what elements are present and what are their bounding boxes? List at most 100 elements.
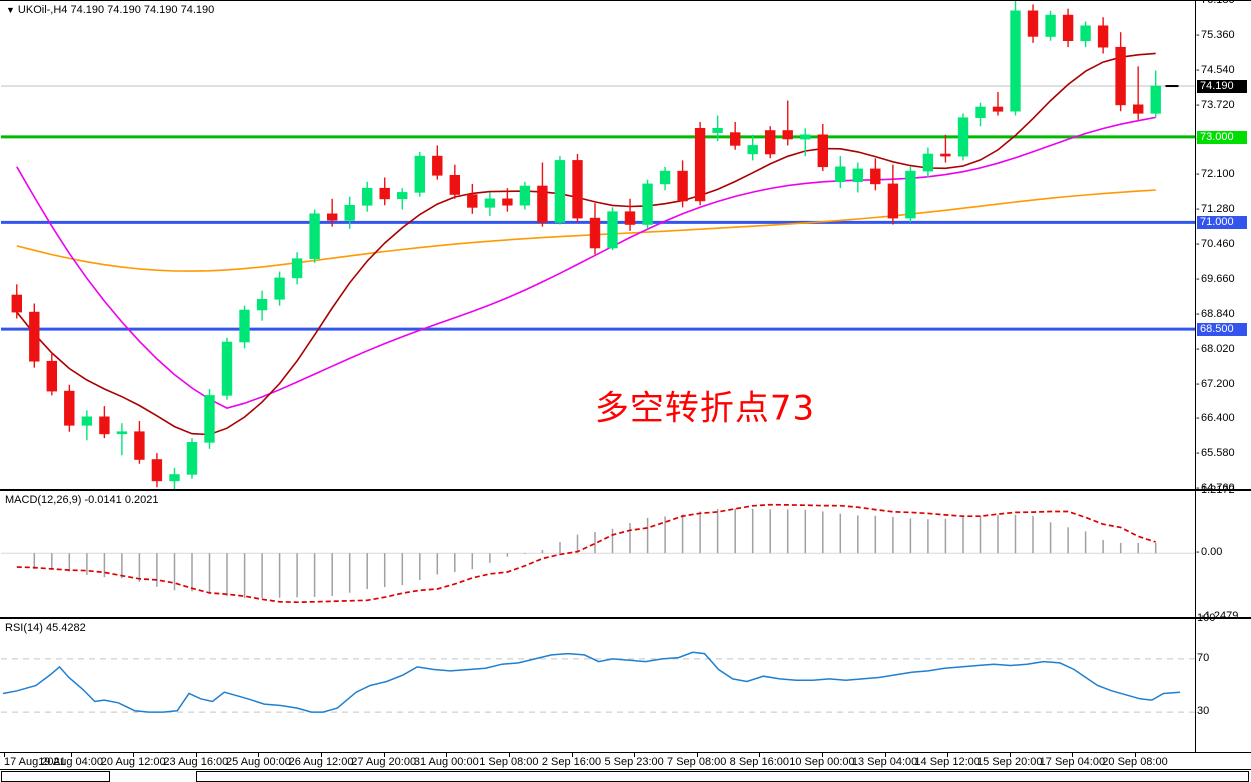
- candle[interactable]: [186, 438, 198, 479]
- candle[interactable]: [835, 156, 846, 189]
- candle[interactable]: [484, 192, 496, 216]
- candle[interactable]: [537, 162, 548, 227]
- scrollbar-thumb[interactable]: [1, 771, 110, 782]
- candle[interactable]: [169, 468, 180, 489]
- rsi-plot-area[interactable]: [1, 619, 1196, 752]
- time-axis-tick: [1072, 753, 1074, 757]
- candle[interactable]: [957, 113, 969, 161]
- candle[interactable]: [589, 203, 601, 255]
- candle[interactable]: [467, 183, 478, 214]
- rsi-title: RSI(14) 45.4282: [5, 622, 86, 634]
- candle[interactable]: [29, 303, 40, 368]
- macd-plot-area[interactable]: [1, 491, 1196, 617]
- candle[interactable]: [256, 290, 268, 321]
- candle[interactable]: [502, 188, 513, 212]
- candle[interactable]: [519, 181, 531, 210]
- candle-body: [116, 431, 128, 435]
- candle-body: [922, 153, 934, 172]
- candle[interactable]: [274, 271, 285, 306]
- candle[interactable]: [659, 166, 671, 191]
- candle[interactable]: [239, 305, 250, 349]
- current-price-tag[interactable]: 74.190: [1197, 80, 1247, 94]
- candle-body: [344, 205, 355, 221]
- candle[interactable]: [870, 158, 881, 191]
- candle-body: [449, 175, 460, 195]
- candle[interactable]: [887, 164, 899, 225]
- rsi-panel[interactable]: RSI(14) 45.4282 100 70 30: [0, 613, 1251, 753]
- candle[interactable]: [116, 423, 128, 456]
- candle[interactable]: [432, 145, 443, 180]
- candle[interactable]: [852, 162, 864, 193]
- candle[interactable]: [572, 153, 583, 223]
- candle[interactable]: [11, 284, 22, 319]
- macd-axis[interactable]: 1.2172 -0.00 -1.2479: [1195, 485, 1250, 622]
- time-axis-tick: [884, 753, 886, 757]
- price-axis[interactable]: -76.180-75.360-74.540-73.720-72.920-72.1…: [1195, 0, 1250, 494]
- candle[interactable]: [1150, 70, 1161, 118]
- candle[interactable]: [1133, 66, 1144, 120]
- candle[interactable]: [975, 102, 986, 127]
- candle[interactable]: [291, 252, 303, 285]
- candle[interactable]: [922, 147, 934, 178]
- candle[interactable]: [309, 209, 320, 263]
- candle[interactable]: [414, 151, 425, 197]
- price-plot-area[interactable]: [1, 1, 1196, 489]
- rsi-axis[interactable]: 100 70 30: [1195, 613, 1250, 752]
- candle-body: [607, 211, 618, 249]
- chart-annotation-text[interactable]: 多空转折点73: [594, 388, 816, 429]
- price-axis-tick: -68.020: [1196, 342, 1235, 355]
- level-price-tag[interactable]: 73.000: [1197, 130, 1247, 144]
- candle[interactable]: [992, 92, 1004, 116]
- scrollbar-track[interactable]: [196, 771, 1249, 782]
- candle[interactable]: [800, 128, 811, 157]
- candle[interactable]: [905, 166, 916, 223]
- time-axis[interactable]: 17 Aug 2021 19 Aug 04:00 20 Aug 12:00 23 Au…: [0, 753, 1251, 769]
- candle[interactable]: [396, 188, 408, 210]
- candle[interactable]: [1080, 21, 1091, 48]
- candle[interactable]: [1062, 8, 1074, 48]
- candle[interactable]: [221, 337, 233, 400]
- candle[interactable]: [712, 115, 723, 142]
- level-price-tag[interactable]: 71.000: [1197, 216, 1247, 230]
- candle[interactable]: [1115, 32, 1126, 112]
- candle[interactable]: [151, 453, 163, 488]
- candle-body: [624, 211, 636, 225]
- candle[interactable]: [1027, 4, 1039, 43]
- macd-panel[interactable]: MACD(12,26,9) -0.0141 0.2021 1.2172 -0.00…: [0, 485, 1251, 622]
- candle[interactable]: [1010, 1, 1021, 116]
- candle[interactable]: [940, 134, 951, 163]
- candle[interactable]: [1045, 10, 1056, 41]
- time-axis-label: 5 Sep 23:00: [604, 756, 664, 768]
- candle[interactable]: [64, 384, 75, 432]
- candle[interactable]: [361, 181, 373, 212]
- candle[interactable]: [134, 421, 145, 464]
- candle[interactable]: [81, 410, 93, 441]
- candle[interactable]: [99, 406, 110, 439]
- time-axis-label: 31 Aug 00:00: [413, 756, 479, 768]
- candle[interactable]: [764, 126, 776, 159]
- candle[interactable]: [747, 134, 758, 161]
- candle[interactable]: [782, 100, 793, 146]
- candle[interactable]: [204, 389, 215, 449]
- candle[interactable]: [624, 198, 636, 231]
- candle[interactable]: [729, 121, 741, 150]
- candle-body: [764, 130, 776, 155]
- rsi-axis-tick: 100: [1197, 612, 1216, 624]
- candle[interactable]: [1097, 17, 1109, 54]
- triangle-down-icon[interactable]: ▼: [6, 5, 15, 15]
- candle[interactable]: [554, 156, 566, 225]
- candle[interactable]: [642, 179, 653, 229]
- price-chart-panel[interactable]: ▼ UKOil-,H4 74.190 74.190 74.190 74.190 -…: [0, 0, 1251, 494]
- candle[interactable]: [344, 196, 355, 229]
- candle[interactable]: [677, 160, 688, 208]
- time-axis-tick: [1009, 753, 1011, 757]
- level-price-tag[interactable]: 68.500: [1197, 323, 1247, 337]
- horizontal-scrollbar[interactable]: [0, 769, 1251, 782]
- candle[interactable]: [694, 121, 706, 206]
- candle[interactable]: [379, 177, 390, 206]
- candle[interactable]: [326, 198, 338, 227]
- candle[interactable]: [607, 207, 618, 251]
- candle[interactable]: [817, 124, 829, 172]
- candle[interactable]: [46, 352, 58, 396]
- candle[interactable]: [449, 164, 460, 199]
